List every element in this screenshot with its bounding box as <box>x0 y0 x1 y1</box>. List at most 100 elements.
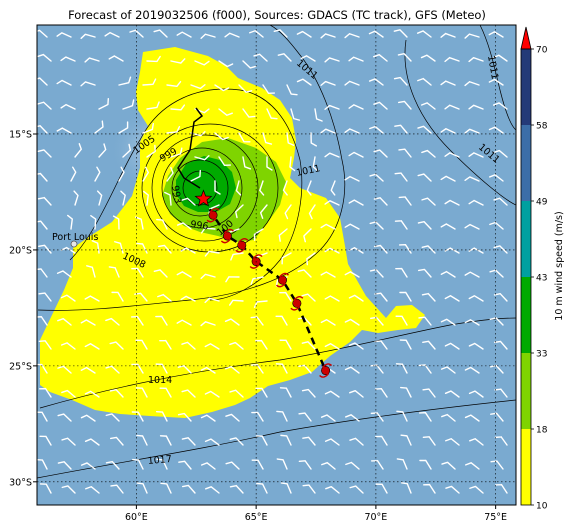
wind-barb <box>94 166 101 182</box>
wind-barb <box>142 78 157 86</box>
wind-barb <box>440 270 456 278</box>
wind-barb <box>445 438 460 446</box>
wind-barb-shaft <box>146 101 160 110</box>
wind-barb-shaft <box>136 434 148 446</box>
wind-barb-shaft <box>468 104 484 110</box>
wind-barb-shaft <box>417 125 432 134</box>
wind-barb <box>57 318 72 326</box>
wind-barb-shaft <box>440 80 456 86</box>
wind-barb <box>369 173 384 182</box>
wind-barb-shaft <box>225 366 240 374</box>
wind-barb <box>420 102 436 110</box>
wind-barb <box>444 342 460 350</box>
wind-barb-shaft <box>324 438 340 446</box>
colorbar-extend-arrow <box>520 26 532 50</box>
wind-barb <box>190 84 206 90</box>
cyclone-symbol-arm <box>252 254 263 259</box>
wind-barb-shaft <box>373 197 388 206</box>
wind-barb-shaft <box>493 292 508 302</box>
wind-barb <box>290 108 301 121</box>
wind-barb-shaft <box>324 390 340 398</box>
wind-barb <box>80 81 96 87</box>
wind-barb <box>118 76 132 86</box>
wind-barb <box>56 32 72 38</box>
wind-barb-shaft <box>394 172 408 182</box>
wind-barb <box>136 434 148 446</box>
wind-barb-shaft <box>369 125 384 134</box>
wind-barb <box>489 221 504 230</box>
wind-barb-shaft <box>235 204 244 219</box>
isobars <box>37 25 516 479</box>
wind-barb <box>37 268 48 278</box>
longitude-tick-label: 60°E <box>125 512 148 523</box>
wind-barb <box>374 340 388 350</box>
wind-barb-shaft <box>300 55 316 62</box>
wind-barb-shaft <box>393 76 408 86</box>
wind-barb <box>238 132 251 143</box>
wind-barb <box>373 101 388 110</box>
wind-barb-shaft <box>349 390 364 398</box>
wind-barb-shaft <box>344 33 360 39</box>
wind-barb <box>423 483 436 494</box>
wind-barb <box>262 84 276 95</box>
wind-barb <box>190 169 201 182</box>
wind-barb-shaft <box>159 387 172 398</box>
wind-barb <box>395 363 408 374</box>
wind-barb-shaft <box>256 482 268 494</box>
wind-barb-shaft <box>111 291 124 302</box>
wind-barb <box>235 204 244 219</box>
wind-barb-shaft <box>277 53 292 62</box>
wind-barb-shaft <box>177 365 192 374</box>
wind-barb-shaft <box>235 180 242 196</box>
wind-barb-shaft <box>321 461 336 470</box>
wind-barb-shaft <box>464 176 480 182</box>
wind-barb-shaft <box>417 173 432 182</box>
wind-barb-shaft <box>370 412 384 422</box>
wind-barb <box>218 60 234 68</box>
wind-barb-shaft <box>281 252 292 265</box>
wind-barb <box>204 297 220 304</box>
wind-barb-shaft <box>131 267 144 278</box>
observed-track <box>177 107 204 189</box>
wind-barb-shaft <box>301 293 316 302</box>
wind-barb-shaft <box>38 244 52 254</box>
wind-barb <box>166 80 182 87</box>
wind-barb-shaft <box>279 387 292 398</box>
wind-barb-shaft <box>421 292 436 302</box>
wind-barb <box>419 459 432 470</box>
wind-barb <box>250 276 264 285</box>
wind-barb-shaft <box>142 122 155 134</box>
wind-barb <box>84 57 100 63</box>
wind-barb-shaft <box>84 343 100 350</box>
wind-barb-shaft <box>142 190 149 206</box>
colorbar-tick-label: 43 <box>536 274 547 284</box>
wind-barb-shaft <box>91 240 100 254</box>
wind-barb <box>320 80 336 86</box>
wind-barb-shaft <box>159 435 172 446</box>
wind-barb-shaft <box>400 386 412 398</box>
wind-barb <box>230 252 244 261</box>
wind-barb-shaft <box>146 144 156 158</box>
wind-barb <box>441 461 456 470</box>
wind-barb <box>37 149 52 158</box>
wind-barb-shaft <box>314 108 323 122</box>
wind-barb <box>398 196 412 206</box>
wind-barb <box>200 33 216 39</box>
wind-barb <box>166 125 181 134</box>
wind-barb-shaft <box>251 459 264 470</box>
wind-barb-shaft <box>181 437 196 446</box>
isobar-label: 993 <box>169 185 183 205</box>
wind-barb <box>84 390 100 398</box>
wind-barb-shaft <box>349 437 364 446</box>
wind-barb-shaft <box>108 266 120 278</box>
wind-barb <box>321 461 336 470</box>
wind-barb-shaft <box>129 29 144 38</box>
wind-barb-shaft <box>158 244 172 254</box>
wind-barb <box>80 462 96 470</box>
wind-barb <box>200 462 216 470</box>
wind-barb <box>200 414 216 422</box>
wind-barb-shaft <box>489 364 504 374</box>
wind-barb-shaft <box>200 366 216 374</box>
wind-barb <box>493 149 508 158</box>
wind-barb-shaft <box>229 437 244 446</box>
